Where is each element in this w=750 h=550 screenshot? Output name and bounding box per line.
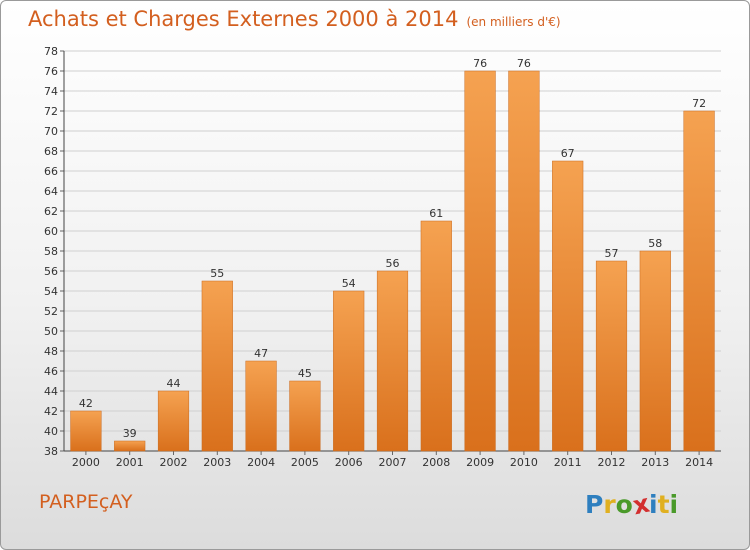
logo-letter: i [669,490,679,519]
value-labels: 42 39 44 55 47 45 54 56 61 76 76 67 57 58 72 [79,57,706,440]
value-label-2000: 42 [79,397,93,410]
x-tick-label-2003: 2003 [203,456,231,469]
y-tick-label: 52 [44,305,58,318]
bar-2008 [420,220,452,452]
value-label-2014: 72 [692,97,706,110]
value-label-2009: 76 [473,57,487,70]
bars [70,70,715,452]
x-tick-label-2012: 2012 [598,456,626,469]
bar-2014 [683,110,715,452]
value-label-2003: 55 [210,267,224,280]
value-label-2006: 54 [342,277,356,290]
y-tick-label: 72 [44,105,58,118]
x-tick-label-2011: 2011 [554,456,582,469]
bar-2005 [289,380,321,452]
value-label-2005: 45 [298,367,312,380]
value-label-2013: 58 [648,237,662,250]
y-tick-label: 38 [44,445,58,458]
value-label-2007: 56 [386,257,400,270]
chart-title-text: Achats et Charges Externes 2000 à 2014 [28,7,459,31]
logo-letter: o [615,490,633,519]
value-label-2011: 67 [561,147,575,160]
y-tick-label: 74 [44,85,58,98]
bar-2009 [464,70,496,452]
bar-2002 [157,390,190,452]
x-tick-label-2010: 2010 [510,456,538,469]
y-tick-label: 70 [44,125,58,138]
value-label-2002: 44 [167,377,181,390]
bar-2010 [508,70,540,452]
x-tick-label-2001: 2001 [116,456,144,469]
y-tick-label: 48 [44,345,58,358]
x-tick-label-2007: 2007 [379,456,407,469]
value-label-2001: 39 [123,427,137,440]
y-tick-label: 50 [44,325,58,338]
x-tick-label-2008: 2008 [422,456,450,469]
bar-2003 [201,280,233,452]
x-tick-label-2004: 2004 [247,456,275,469]
y-tick-label: 76 [44,65,58,78]
chart-title: Achats et Charges Externes 2000 à 2014 (e… [28,7,561,31]
chart-unit: (en milliers d'€) [466,15,561,29]
y-tick-label: 68 [44,145,58,158]
bar-2001 [114,440,146,452]
y-tick-label: 46 [44,365,58,378]
x-tick-label-2013: 2013 [641,456,669,469]
y-tick-label: 42 [44,405,58,418]
proxiti-logo[interactable]: Proxiti [585,489,679,521]
y-tick-label: 56 [44,265,58,278]
value-label-2004: 47 [254,347,268,360]
logo-letter: i [649,490,658,519]
bar-2004 [245,360,277,452]
y-tick-label: 66 [44,165,58,178]
x-tick-label-2014: 2014 [685,456,713,469]
y-tick-label: 78 [44,45,58,58]
logo-letter: r [603,490,616,519]
commune-name: PARPEçAY [39,491,133,513]
y-tick-label: 44 [44,385,58,398]
bar-2000 [70,410,102,452]
value-label-2008: 61 [429,207,443,220]
value-label-2010: 76 [517,57,531,70]
y-tick-label: 40 [44,425,58,438]
bar-2011 [552,160,584,452]
y-tick-label: 62 [44,205,58,218]
logo-letter: P [585,490,604,519]
x-tick-label-2000: 2000 [72,456,100,469]
x-tick-label-2005: 2005 [291,456,319,469]
y-tick-label: 64 [44,185,58,198]
y-tick-label: 60 [44,225,58,238]
x-tick-label-2006: 2006 [335,456,363,469]
bar-2007 [376,270,409,452]
bar-2012 [595,260,628,452]
y-tick-label: 58 [44,245,58,258]
bar-2013 [639,250,671,452]
bar-2006 [333,290,365,452]
y-tick-label: 54 [44,285,58,298]
x-tick-label-2009: 2009 [466,456,494,469]
value-label-2012: 57 [605,247,619,260]
logo-letter: t [657,490,670,519]
x-tick-label-2002: 2002 [160,456,188,469]
